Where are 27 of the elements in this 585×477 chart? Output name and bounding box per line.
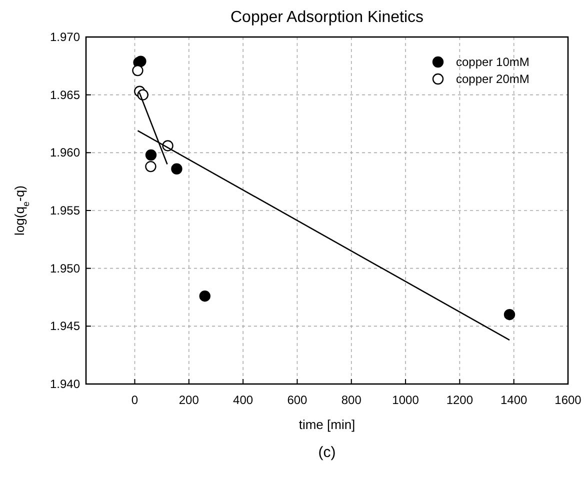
x-tick-label: 600	[287, 393, 308, 407]
x-tick-label: 1200	[446, 393, 474, 407]
y-tick-label: 1.960	[50, 146, 80, 160]
chart-title: Copper Adsorption Kinetics	[230, 9, 424, 26]
y-tick-label: 1.950	[50, 261, 80, 276]
point	[132, 64, 144, 76]
x-tick-label: 400	[233, 393, 254, 407]
point	[504, 309, 516, 320]
x-tick-label: 1600	[554, 393, 582, 407]
x-axis-title: time [min]	[298, 417, 356, 432]
x-tick-label: 800	[341, 393, 362, 407]
y-tick-label: 1.965	[50, 88, 80, 102]
y-tick-label: 1.970	[50, 30, 80, 44]
text: (c)	[318, 444, 336, 461]
y-tick-label: 1.955	[50, 204, 80, 218]
point	[145, 149, 157, 161]
point	[199, 290, 210, 302]
y-tick-label: 1.945	[50, 319, 80, 334]
x-tick-label: 200	[178, 393, 200, 407]
point	[171, 163, 182, 174]
x-tick-label: 1000	[392, 393, 420, 407]
legend-label: copper 10mM	[456, 55, 530, 69]
x-tick-label: 1400	[500, 393, 528, 407]
legend-label: copper 20mM	[456, 72, 530, 86]
point	[145, 160, 156, 172]
x-tick-label: 0	[131, 393, 138, 407]
y-tick-label: 1.940	[50, 377, 80, 391]
